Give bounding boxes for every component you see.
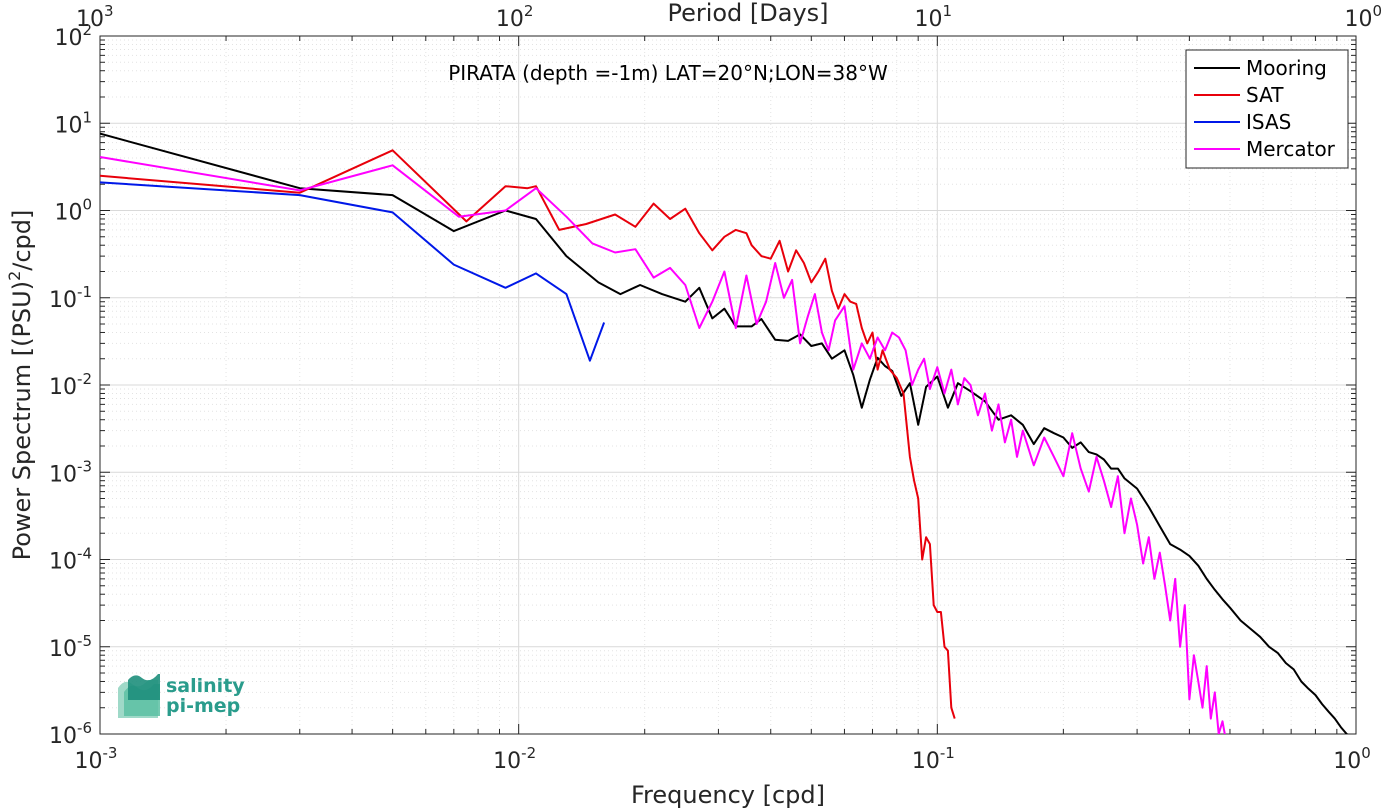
y-tick-label: 101 bbox=[54, 108, 92, 138]
x-axis-label: Frequency [cpd] bbox=[631, 781, 825, 809]
series-line-isas bbox=[100, 181, 606, 362]
y-tick-label: 10-2 bbox=[49, 370, 92, 400]
series-line-mooring bbox=[100, 132, 1349, 734]
chart-title: PIRATA (depth =-1m) LAT=20°N;LON=38°W bbox=[448, 61, 888, 85]
x-tick-label: 10-1 bbox=[912, 744, 955, 774]
y-axis-label: Power Spectrum [(PSU)2/cpd] bbox=[5, 210, 36, 561]
y-tick-label: 10-4 bbox=[49, 545, 92, 575]
series-lines bbox=[100, 132, 1349, 734]
top-x-axis-label: Period [Days] bbox=[667, 0, 828, 27]
series-line-mercator bbox=[100, 156, 1226, 734]
tick-marks bbox=[99, 36, 1356, 735]
y-tick-label: 10-6 bbox=[49, 719, 92, 749]
legend: Mooring SAT ISAS Mercator bbox=[1185, 49, 1349, 169]
x-tick-label: 100 bbox=[1333, 744, 1371, 774]
x-tick-label: 10-3 bbox=[75, 744, 118, 774]
logo-line1: salinity bbox=[166, 675, 245, 697]
y-tick-label: 102 bbox=[54, 21, 92, 51]
logo-line2: pi-mep bbox=[166, 695, 240, 717]
legend-label-mercator: Mercator bbox=[1246, 137, 1336, 161]
x-tick-label: 10-2 bbox=[493, 744, 536, 774]
salinity-pi-mep-logo: salinity pi-mep bbox=[118, 674, 245, 718]
grid bbox=[100, 36, 1356, 734]
y-tick-label: 10-1 bbox=[49, 283, 92, 313]
y-tick-label: 10-5 bbox=[49, 632, 92, 662]
y-tick-label: 100 bbox=[54, 196, 92, 226]
top-x-tick-label: 102 bbox=[496, 2, 534, 32]
legend-label-mooring: Mooring bbox=[1246, 56, 1327, 80]
series-line-sat bbox=[100, 149, 956, 719]
top-x-tick-label: 100 bbox=[1344, 2, 1382, 32]
y-tick-label: 10-3 bbox=[49, 457, 92, 487]
logo-wave-icon-top bbox=[128, 674, 160, 700]
legend-label-isas: ISAS bbox=[1246, 110, 1291, 134]
legend-label-sat: SAT bbox=[1246, 83, 1284, 107]
top-x-tick-label: 103 bbox=[76, 2, 114, 32]
top-x-tick-label: 101 bbox=[915, 2, 953, 32]
